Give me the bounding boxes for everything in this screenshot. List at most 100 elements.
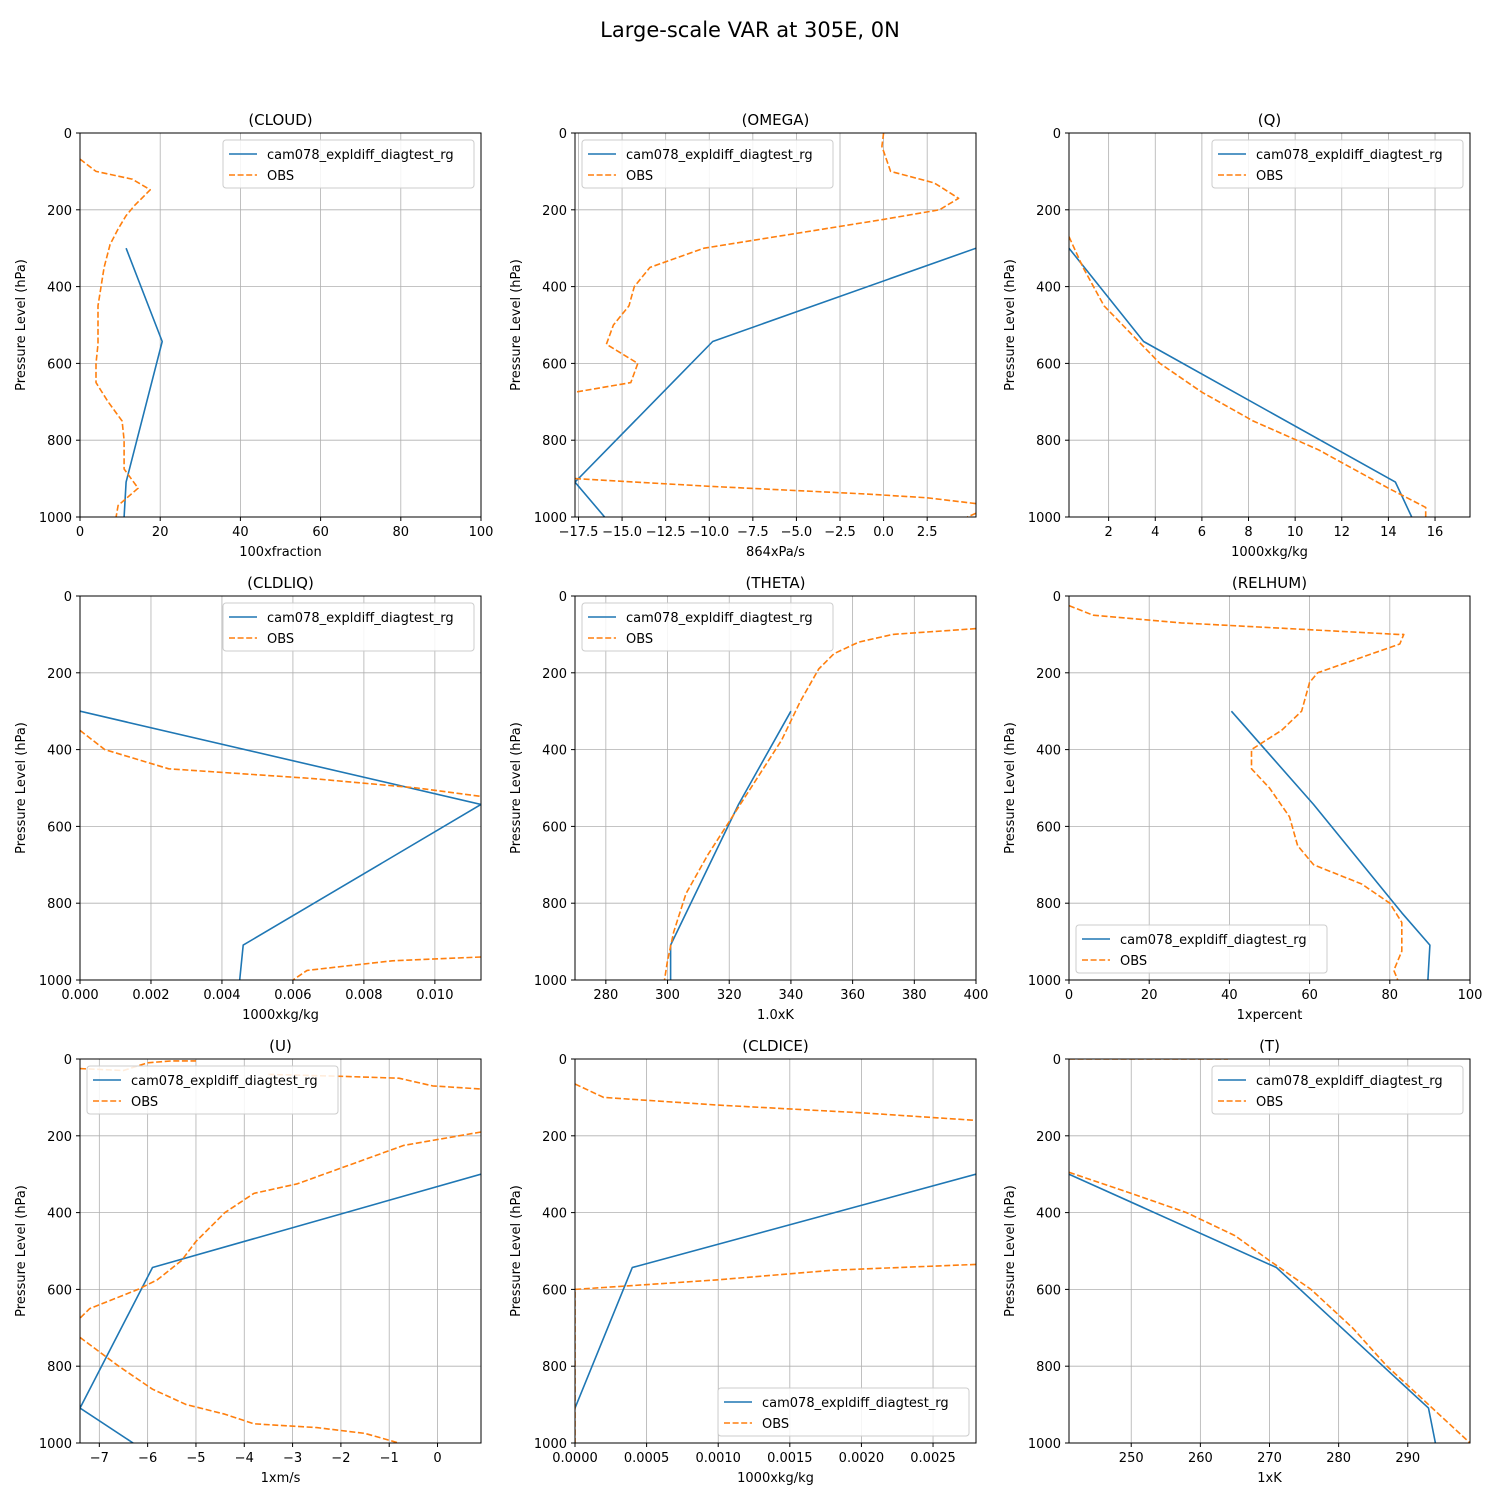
chart-2-series-0-model-line — [1069, 247, 1413, 517]
chart-7-ytick-label-0: 0 — [559, 1053, 567, 1068]
chart-7-series-group — [575, 1083, 976, 1443]
chart-4-xtick-label-5: 380 — [902, 988, 927, 1003]
chart-0-ylabel: Pressure Level (hPa) — [14, 259, 29, 391]
chart-0-series-1-obs-line — [80, 158, 151, 517]
chart-1-xtick-label-5: −5.0 — [781, 525, 813, 540]
chart-0-xlabel: 100xfraction — [239, 545, 321, 560]
chart-7-xtick-label-5: 0.0025 — [910, 1451, 956, 1466]
chart-5-series-0-model-line — [1230, 710, 1431, 980]
chart-4-series-group — [663, 627, 976, 980]
chart-8-xtick-label-1: 260 — [1188, 1451, 1213, 1466]
chart-8-xtick-label-4: 290 — [1395, 1451, 1420, 1466]
chart-2-xtick-label-1: 4 — [1151, 525, 1159, 540]
chart-1-series-3-obs-line — [966, 512, 976, 517]
chart-2-ytick-label-1: 200 — [1036, 204, 1061, 219]
chart-1-xtick-label-7: 0.0 — [873, 525, 894, 540]
chart-8-xtick-label-3: 280 — [1326, 1451, 1351, 1466]
chart-0-legend-label-obs: OBS — [267, 169, 294, 184]
chart-5-xtick-label-0: 0 — [1065, 988, 1073, 1003]
chart-0-legend: cam078_expldiff_diagtest_rg OBS — [222, 139, 475, 189]
chart-2-legend-label-obs: OBS — [1256, 169, 1283, 184]
chart-2-xtick-label-6: 14 — [1380, 525, 1397, 540]
chart-7-legend-label-obs: OBS — [762, 1417, 789, 1432]
chart-4-xlabel: 1.0xK — [757, 1008, 794, 1023]
chart-4-xtick-label-4: 360 — [840, 988, 865, 1003]
chart-0-ytick-label-3: 600 — [47, 357, 72, 372]
chart-3-title: (CLDLIQ) — [247, 574, 314, 592]
chart-0-xtick-label-4: 80 — [393, 525, 410, 540]
chart-5-legend-label-model: cam078_expldiff_diagtest_rg — [1120, 933, 1307, 948]
chart-4-xtick-label-6: 400 — [964, 988, 989, 1003]
chart-5-xtick-label-3: 60 — [1301, 988, 1318, 1003]
chart-2-xtick-label-3: 8 — [1244, 525, 1252, 540]
chart-6-xlabel: 1xm/s — [261, 1471, 301, 1486]
chart-1-series-2-obs-line — [575, 477, 976, 505]
chart-7-series-0-model-line — [575, 1173, 976, 1409]
chart-8-ytick-label-4: 800 — [1036, 1360, 1061, 1375]
chart-5-xlabel: 1xpercent — [1237, 1008, 1303, 1023]
chart-3-ytick-label-0: 0 — [64, 590, 72, 605]
chart-4-series-0-model-line — [669, 710, 792, 980]
chart-8-legend-label-model: cam078_expldiff_diagtest_rg — [1256, 1074, 1443, 1089]
panel-0: 0 20 40 60 80 10002004006008001000(CLOUD)100x… — [14, 111, 493, 560]
chart-3-xtick-label-3: 0.006 — [274, 988, 311, 1003]
chart-2-legend-label-model: cam078_expldiff_diagtest_rg — [1256, 148, 1443, 163]
chart-2-legend: cam078_expldiff_diagtest_rg OBS — [1211, 139, 1464, 189]
chart-7-xlabel: 1000xkg/kg — [737, 1471, 814, 1486]
chart-3-legend-label-model: cam078_expldiff_diagtest_rg — [267, 611, 454, 626]
chart-6-series-0-model-line — [80, 1173, 481, 1443]
chart-4-legend-label-model: cam078_expldiff_diagtest_rg — [626, 611, 813, 626]
chart-4-series-1-obs-line — [663, 627, 976, 980]
chart-0-legend-box — [222, 139, 475, 189]
chart-8-xtick-label-2: 270 — [1257, 1451, 1282, 1466]
chart-8-xtick-label-0: 250 — [1119, 1451, 1144, 1466]
chart-1-xtick-label-2: −12.5 — [646, 525, 686, 540]
panel-6: −7 −6 −5 −4 −3 −2 −1 0 0 200 400 600 800 1000 (U) 1xm/s… — [14, 1037, 482, 1486]
chart-1-ytick-label-2: 400 — [542, 281, 567, 296]
chart-0-ytick-label-1: 200 — [47, 204, 72, 219]
chart-3-xlabel: 1000xkg/kg — [242, 1008, 319, 1023]
chart-0-axes-frame — [79, 132, 482, 518]
chart-3-ytick-label-2: 400 — [47, 744, 72, 759]
chart-2-series-1-obs-line — [1069, 236, 1427, 517]
chart-7-axes-frame — [574, 1058, 977, 1444]
chart-3-ylabel: Pressure Level (hPa) — [14, 722, 29, 854]
chart-1-series-group — [575, 133, 976, 517]
chart-3-ytick-label-1: 200 — [47, 667, 72, 682]
chart-1-series-0-model-line — [575, 247, 976, 517]
chart-6-title: (U) — [269, 1037, 292, 1055]
chart-5-xtick-label-2: 40 — [1221, 988, 1238, 1003]
chart-5-ytick-label-5: 1000 — [1028, 974, 1061, 989]
chart-3-axes-frame — [79, 595, 482, 981]
chart-1-xtick-label-3: −10.0 — [689, 525, 729, 540]
chart-8-series-2-obs-line — [1069, 1171, 1470, 1443]
chart-3-series-group — [80, 710, 481, 980]
chart-6-legend-label-obs: OBS — [131, 1095, 158, 1110]
chart-2-ytick-label-4: 800 — [1036, 434, 1061, 449]
chart-7-xtick-label-2: 0.0010 — [695, 1451, 741, 1466]
chart-4-xtick-label-2: 320 — [717, 988, 742, 1003]
chart-1-xtick-label-6: −2.5 — [824, 525, 856, 540]
chart-5-legend: cam078_expldiff_diagtest_rg OBS — [1075, 924, 1328, 974]
figure-title: Large-scale VAR at 305E, 0N — [600, 18, 900, 42]
chart-7-legend-label-model: cam078_expldiff_diagtest_rg — [762, 1396, 949, 1411]
chart-6-ytick-label-2: 400 — [47, 1207, 72, 1222]
chart-6-xtick-label-0: −7 — [90, 1451, 109, 1466]
chart-4-xtick-label-3: 340 — [779, 988, 804, 1003]
chart-1-ytick-label-3: 600 — [542, 357, 567, 372]
chart-5-ytick-label-3: 600 — [1036, 820, 1061, 835]
chart-2-ytick-label-5: 1000 — [1028, 511, 1061, 526]
chart-4-ytick-label-5: 1000 — [534, 974, 567, 989]
chart-5-series-group — [1069, 604, 1431, 980]
chart-8-ylabel: Pressure Level (hPa) — [1003, 1185, 1018, 1317]
chart-4-title: (THETA) — [746, 574, 806, 592]
chart-4-xtick-label-0: 280 — [593, 988, 618, 1003]
panels-grid: 0 20 40 60 80 10002004006008001000(CLOUD)100x… — [14, 111, 1482, 1486]
chart-0-ytick-label-2: 400 — [47, 281, 72, 296]
chart-2-series-group — [1069, 236, 1427, 517]
chart-6-ytick-label-1: 200 — [47, 1130, 72, 1145]
chart-6-ytick-label-4: 800 — [47, 1360, 72, 1375]
chart-1-ytick-label-4: 800 — [542, 434, 567, 449]
chart-6-ytick-label-0: 0 — [64, 1053, 72, 1068]
